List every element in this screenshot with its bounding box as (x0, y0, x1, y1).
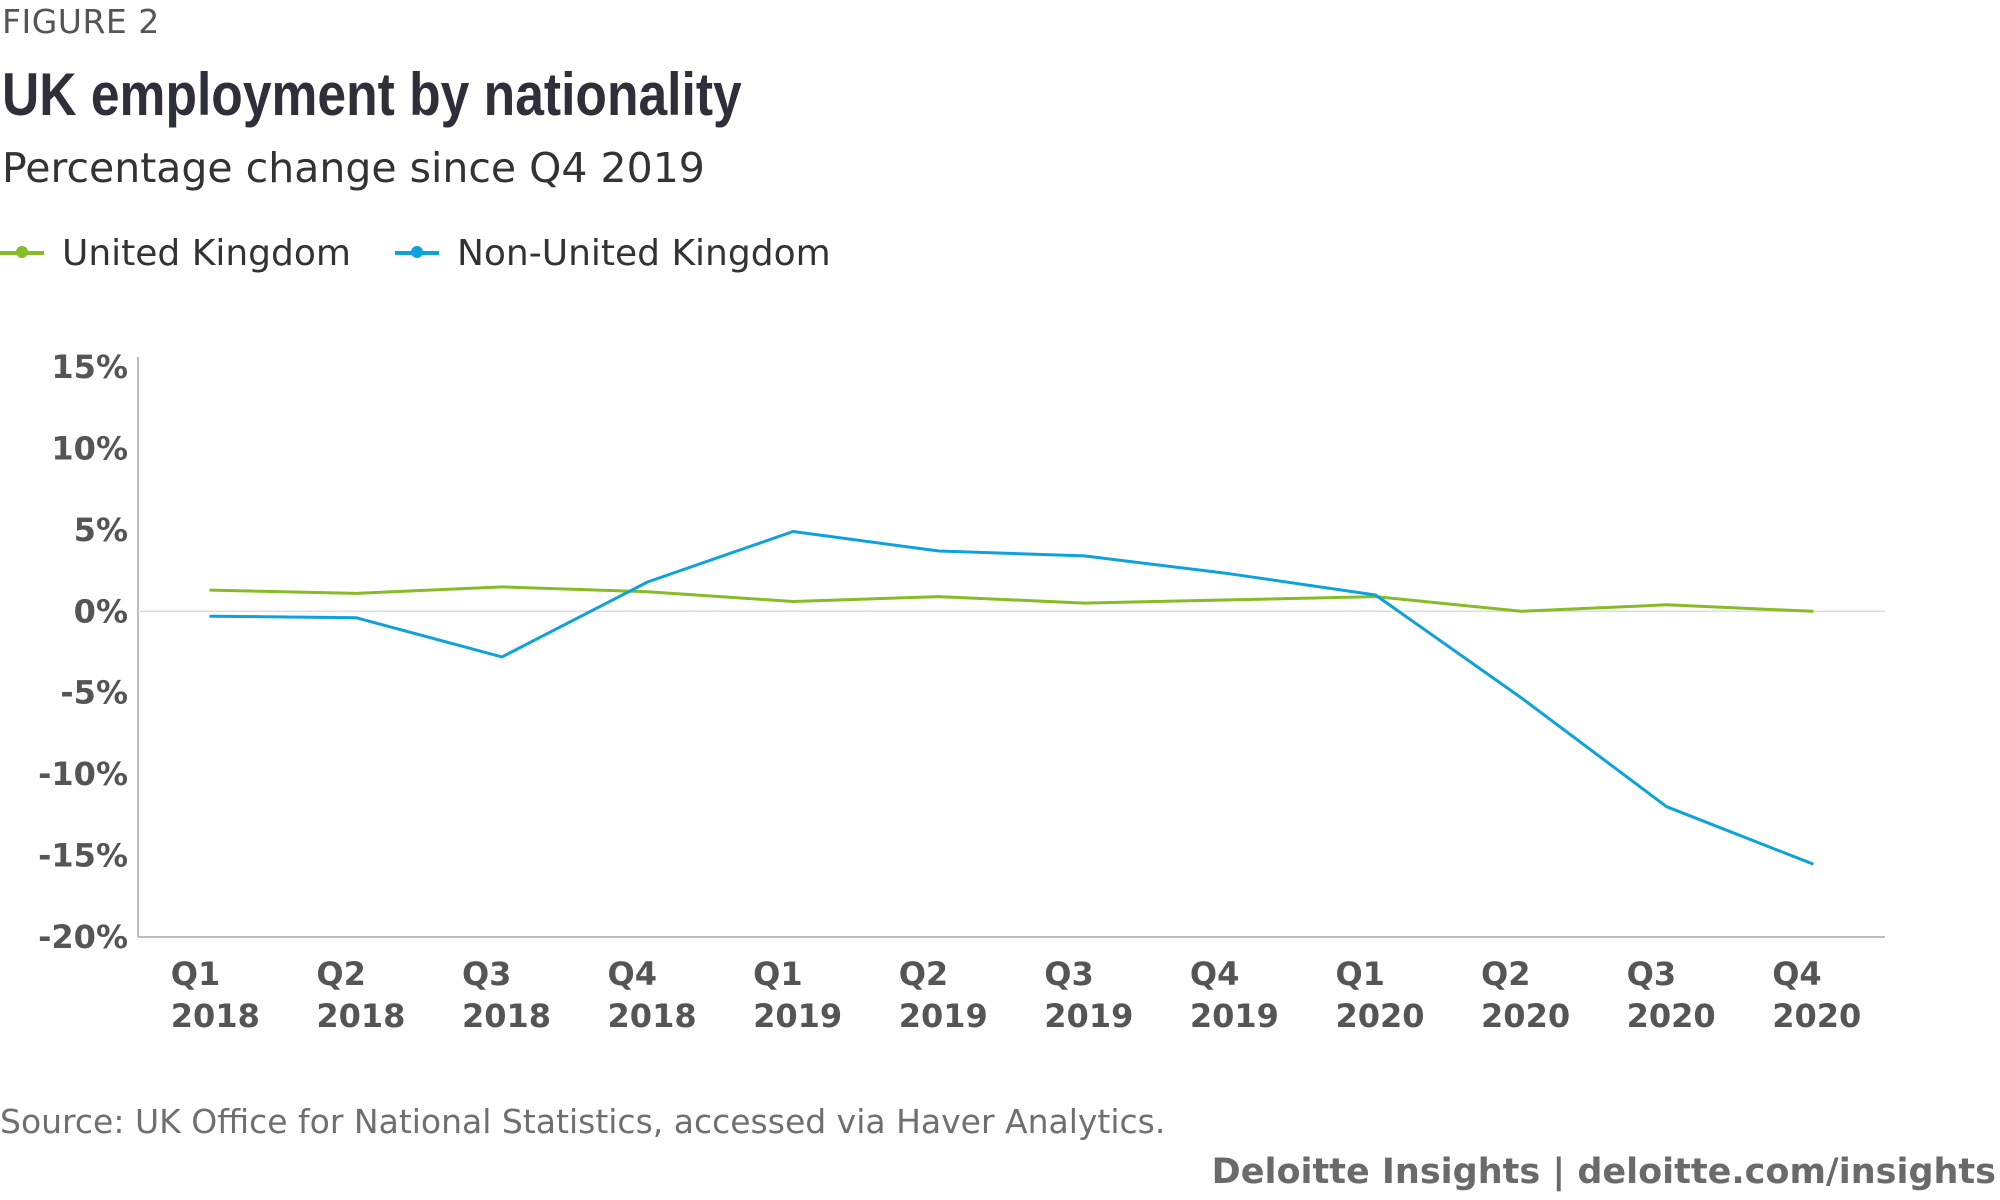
legend-swatch-united-kingdom (0, 246, 44, 258)
x-tick-label: Q3 (1044, 955, 1093, 993)
y-tick-label: 10% (51, 429, 128, 467)
chart-subtitle: Percentage change since Q4 2019 (2, 144, 705, 192)
y-tick-label: 15% (51, 348, 128, 386)
x-tick-label: 2020 (1772, 997, 1861, 1035)
series-line-non-united-kingdom (209, 530, 1814, 866)
x-tick-label: 2020 (1335, 997, 1424, 1035)
chart-legend: United Kingdom Non-United Kingdom (0, 228, 875, 278)
legend-item-united-kingdom: United Kingdom (0, 233, 351, 274)
x-tick-label: Q4 (1190, 955, 1239, 993)
legend-item-non-united-kingdom: Non-United Kingdom (394, 232, 831, 274)
y-tick-label: 0% (74, 592, 128, 630)
x-tick-label: 2019 (1044, 997, 1133, 1035)
line-chart: 15% 10% 5% 0% -5% -10% -15% -20% Q1 2018 Q2 2018 Q3 2… (38, 348, 1885, 1035)
x-tick-label: Q3 (1627, 955, 1676, 993)
x-tick-label: 2020 (1481, 997, 1570, 1035)
y-tick-label: 5% (74, 511, 128, 549)
x-tick-label: 2019 (899, 997, 988, 1035)
x-tick-label: 2018 (316, 997, 405, 1035)
y-tick-label: -20% (38, 918, 128, 956)
x-tick-label: Q4 (1772, 955, 1821, 993)
series-line-united-kingdom (209, 585, 1814, 613)
x-tick-label: Q2 (316, 955, 365, 993)
x-tick-label: 2018 (608, 997, 697, 1035)
x-tick-label: 2019 (753, 997, 842, 1035)
source-note: Source: UK Office for National Statistic… (0, 1102, 1166, 1141)
x-tick-label: Q1 (753, 955, 802, 993)
x-tick-label: Q4 (608, 955, 657, 993)
x-tick-label: Q2 (1481, 955, 1530, 993)
y-tick-label: -10% (38, 755, 128, 793)
branding: Deloitte Insights | deloitte.com/insight… (1211, 1152, 1996, 1192)
y-tick-label: -5% (60, 674, 128, 712)
x-tick-label: 2019 (1190, 997, 1279, 1035)
x-tick-label: Q2 (899, 955, 948, 993)
x-tick-label: Q3 (462, 955, 511, 993)
chart-title: UK employment by nationality (2, 61, 742, 128)
legend-swatch-non-united-kingdom (394, 246, 439, 258)
y-tick-label: -15% (38, 837, 128, 875)
x-tick-label: Q1 (171, 955, 220, 993)
x-tick-label: 2020 (1627, 997, 1716, 1035)
legend-label-non-united-kingdom: Non-United Kingdom (456, 232, 831, 274)
x-tick-label: 2018 (171, 997, 260, 1035)
figure-label: FIGURE 2 (2, 2, 160, 41)
x-tick-label: Q1 (1335, 955, 1384, 993)
legend-label-united-kingdom: United Kingdom (62, 232, 351, 274)
x-tick-label: 2018 (462, 997, 551, 1035)
